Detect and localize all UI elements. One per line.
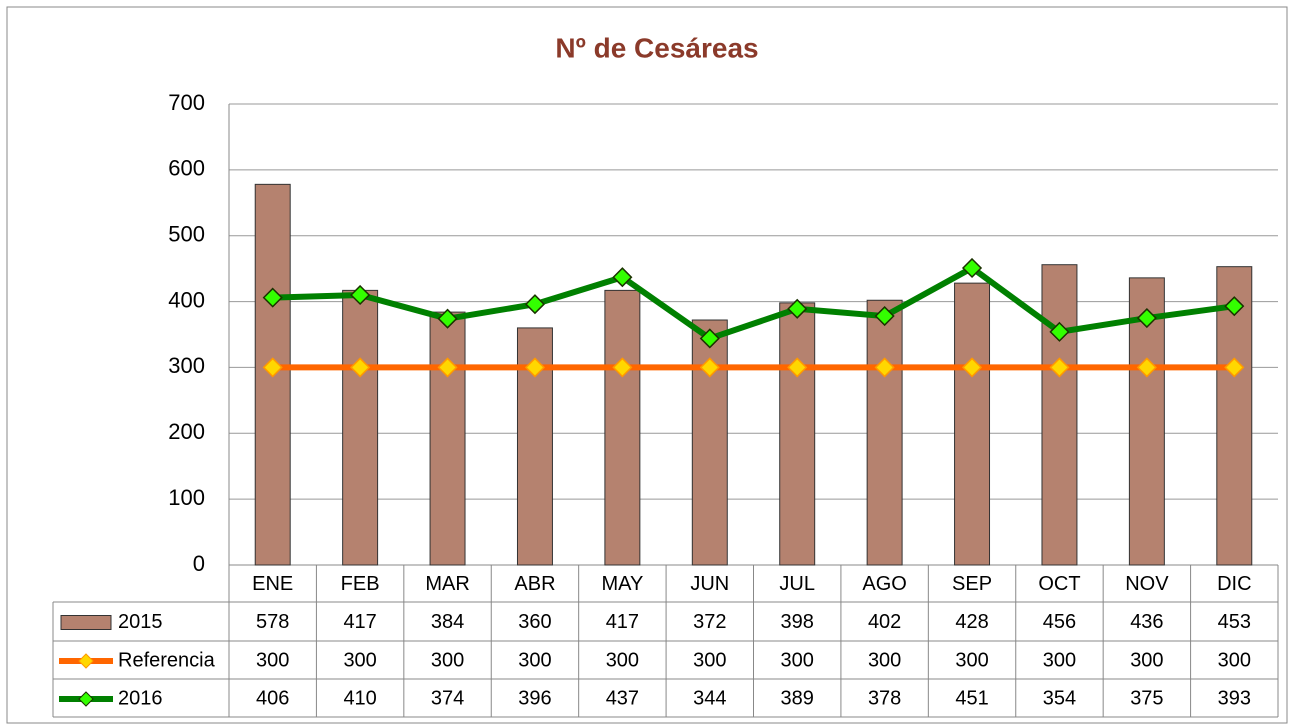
bar <box>866 299 903 566</box>
table-value: 300 <box>343 649 376 671</box>
marker <box>350 284 371 306</box>
table-value: 354 <box>1043 687 1076 709</box>
bar <box>1216 266 1253 566</box>
table-value: 389 <box>781 687 814 709</box>
marker <box>1136 357 1157 378</box>
marker <box>612 357 633 378</box>
x-tick-label: NOV <box>1125 573 1169 595</box>
table-value: 300 <box>955 649 988 671</box>
marker <box>612 267 633 288</box>
marker <box>1224 357 1245 378</box>
x-tick-label: OCT <box>1038 573 1080 595</box>
x-tick-label: AGO <box>862 573 906 595</box>
table-value: 300 <box>431 649 464 671</box>
marker <box>961 357 983 378</box>
marker <box>961 257 983 279</box>
table-value: 360 <box>518 611 551 633</box>
marker <box>350 357 371 378</box>
marker <box>874 357 895 378</box>
marker <box>1224 296 1245 317</box>
table-value: 453 <box>1218 611 1251 633</box>
table-value: 436 <box>1130 611 1163 633</box>
x-tick-label: MAY <box>601 573 643 595</box>
x-tick-label: FEB <box>341 573 380 595</box>
table-value: 578 <box>256 611 289 633</box>
table-value: 300 <box>606 649 639 671</box>
table-value: 456 <box>1043 611 1076 633</box>
legend-key <box>78 691 94 707</box>
x-tick-label: ENE <box>252 573 293 595</box>
bar <box>691 319 728 566</box>
table-value: 300 <box>256 649 289 671</box>
table-value: 384 <box>431 611 464 633</box>
marker <box>1049 357 1070 378</box>
y-tick-label: 600 <box>168 156 205 181</box>
bar <box>779 302 816 566</box>
marker <box>262 357 283 378</box>
x-tick-label: ABR <box>514 573 555 595</box>
y-tick-label: 0 <box>193 551 205 576</box>
table-value: 300 <box>693 649 726 671</box>
table-value: 410 <box>343 687 376 709</box>
table-value: 344 <box>693 687 726 709</box>
table-value: 378 <box>868 687 901 709</box>
marker <box>787 357 808 378</box>
x-tick-label: JUN <box>690 573 729 595</box>
y-tick-label: 300 <box>168 353 205 378</box>
marker <box>1049 321 1070 342</box>
table-value: 372 <box>693 611 726 633</box>
legend-key <box>60 615 112 630</box>
marker <box>874 305 895 327</box>
legend-label: Referencia <box>118 649 216 671</box>
table-value: 300 <box>1043 649 1076 671</box>
bar <box>342 289 379 566</box>
table-value: 300 <box>868 649 901 671</box>
marker <box>262 287 283 308</box>
x-tick-label: SEP <box>952 573 992 595</box>
table-value: 374 <box>431 687 464 709</box>
table-value: 375 <box>1130 687 1163 709</box>
table-value: 300 <box>1218 649 1251 671</box>
marker <box>524 294 546 315</box>
legend-key <box>78 653 94 669</box>
legend-label: 2016 <box>118 687 163 709</box>
table-value: 406 <box>256 687 289 709</box>
table-value: 300 <box>781 649 814 671</box>
marker <box>437 357 458 378</box>
y-tick-label: 100 <box>168 485 205 510</box>
bar <box>429 311 466 566</box>
table-value: 437 <box>606 687 639 709</box>
table-value: 417 <box>343 611 376 633</box>
chart-title: Nº de Cesáreas <box>555 32 758 63</box>
table-value: 300 <box>1130 649 1163 671</box>
x-tick-label: JUL <box>779 573 815 595</box>
table-value: 451 <box>955 687 988 709</box>
bar <box>1041 264 1078 566</box>
y-tick-label: 400 <box>168 287 205 312</box>
table-value: 417 <box>606 611 639 633</box>
marker <box>1136 307 1157 329</box>
y-tick-label: 200 <box>168 419 205 444</box>
y-tick-label: 500 <box>168 222 205 247</box>
line <box>272 264 1235 342</box>
bar <box>604 289 641 566</box>
marker <box>699 357 720 378</box>
legend-label: 2015 <box>118 611 163 633</box>
x-tick-label: DIC <box>1217 573 1251 595</box>
table-value: 402 <box>868 611 901 633</box>
table-value: 398 <box>781 611 814 633</box>
y-tick-label: 700 <box>168 90 205 115</box>
marker <box>437 308 458 329</box>
bar <box>954 282 991 566</box>
marker <box>787 298 808 319</box>
table-value: 428 <box>955 611 988 633</box>
table-value: 393 <box>1218 687 1251 709</box>
marker <box>699 328 720 349</box>
marker <box>524 357 546 378</box>
x-tick-label: MAR <box>425 573 469 595</box>
table-value: 396 <box>518 687 551 709</box>
table-value: 300 <box>518 649 551 671</box>
